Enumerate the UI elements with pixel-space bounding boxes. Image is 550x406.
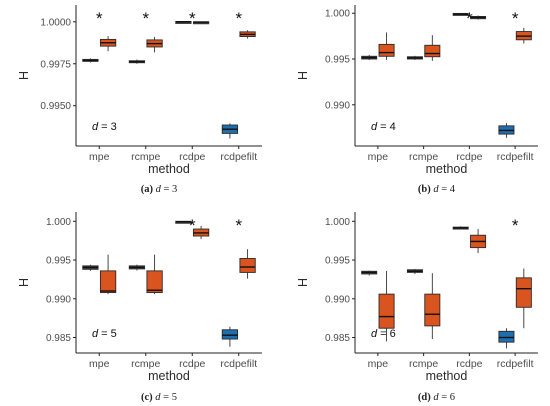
y-tick-label: 0.995 [325, 55, 350, 66]
x-tick-label: rcdpe [456, 358, 482, 370]
panel-b: 0.990 0.995 1.000 mpe rcmpe rcdpe rcdpefilt met… [296, 5, 538, 195]
box-rcdpefilt-blue [498, 330, 515, 343]
significance-star: * [466, 9, 473, 28]
panel-caption: (d) d = 6 [418, 392, 455, 403]
y-tick-label: 0.990 [325, 294, 350, 305]
panel-d: 0.985 0.990 0.995 1.000 mpe rcmpe rcdpe rcdpefi… [296, 212, 538, 403]
y-tick-label: 0.9975 [40, 59, 71, 70]
x-tick-label: mpe [368, 358, 389, 370]
y-tick-label: 0.995 [325, 256, 350, 267]
box-mpe-orange [378, 43, 395, 57]
box-rcmpe-orange [146, 270, 163, 294]
panel-a: 0.9950 0.9975 1.0000 mpe rcmpe rcdpe rcdpefilt… [17, 5, 262, 195]
y-axis-title: H [296, 278, 310, 287]
significance-star: * [96, 9, 103, 28]
box-rcdpefilt-orange [239, 258, 256, 273]
significance-star: * [512, 9, 519, 28]
panel-annotation: d = 6 [371, 328, 396, 340]
significance-star: * [235, 9, 242, 28]
box-rcdpefilt-orange [515, 277, 532, 308]
box-rcdpefilt-blue [221, 329, 239, 340]
x-tick-label: rcdpefilt [220, 151, 257, 163]
significance-star: * [235, 216, 242, 235]
x-tick-label: rcdpe [456, 151, 482, 163]
panel-annotation: d = 5 [92, 328, 117, 340]
x-tick-label: mpe [89, 151, 110, 163]
x-tick-label: mpe [89, 358, 110, 370]
y-axis-title: H [17, 278, 31, 287]
y-tick-label: 0.985 [46, 333, 71, 344]
y-tick-label: 0.990 [46, 294, 71, 305]
y-tick-label: 1.000 [325, 9, 350, 20]
significance-star: * [189, 216, 196, 235]
x-tick-label: rcmpe [409, 358, 438, 370]
x-tick-label: rcmpe [409, 151, 438, 163]
box-mpe-orange [378, 293, 395, 329]
x-axis-title: method [426, 162, 468, 176]
x-axis-title: method [148, 369, 190, 383]
box-rcmpe-orange [424, 44, 441, 58]
x-tick-label: rcdpefilt [497, 151, 534, 163]
panel-annotation: d = 4 [371, 121, 396, 133]
x-tick-label: rcdpe [179, 151, 205, 163]
panel-annotation: d = 3 [92, 121, 117, 133]
x-tick-label: rcdpefilt [497, 358, 534, 370]
y-tick-label: 0.995 [46, 256, 71, 267]
y-tick-label: 0.9950 [40, 101, 71, 112]
panel-c: 0.985 0.990 0.995 1.000 mpe rcmpe rcdpe rcdpefi… [17, 212, 262, 403]
box-mpe-orange [99, 270, 117, 294]
x-tick-label: rcdpefilt [220, 358, 257, 370]
x-axis-title: method [148, 162, 190, 176]
panel-caption: (c) d = 5 [141, 392, 177, 403]
panel-caption: (a) d = 3 [141, 184, 178, 195]
x-tick-label: rcmpe [131, 151, 160, 163]
y-axis-title: H [17, 71, 31, 80]
y-tick-label: 0.985 [325, 333, 350, 344]
x-axis-title: method [426, 369, 468, 383]
x-tick-label: rcmpe [131, 358, 160, 370]
y-tick-label: 1.0000 [40, 17, 71, 28]
significance-star: * [189, 9, 196, 28]
significance-star: * [142, 9, 149, 28]
y-tick-label: 0.990 [325, 100, 350, 111]
significance-star: * [512, 216, 519, 235]
y-tick-label: 1.000 [325, 217, 350, 228]
box-rcmpe-orange [424, 293, 441, 327]
x-tick-label: rcdpe [179, 358, 205, 370]
panel-caption: (b) d = 4 [418, 184, 456, 195]
x-tick-label: mpe [368, 151, 389, 163]
y-tick-label: 1.000 [46, 217, 71, 228]
y-axis-title: H [296, 71, 310, 80]
